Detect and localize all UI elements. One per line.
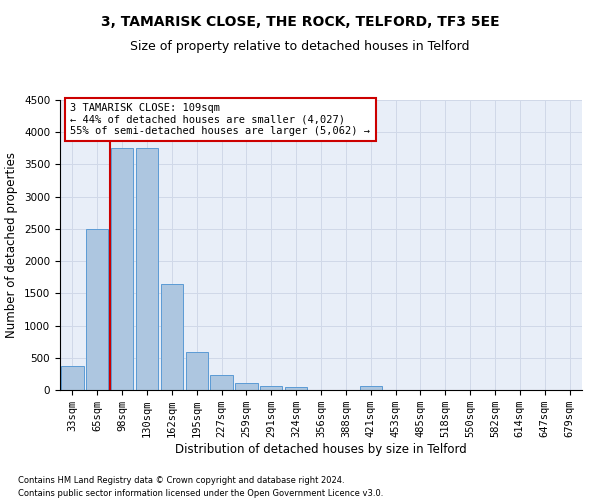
Text: Contains HM Land Registry data © Crown copyright and database right 2024.: Contains HM Land Registry data © Crown c… <box>18 476 344 485</box>
Bar <box>285 388 307 390</box>
Bar <box>359 386 382 390</box>
Bar <box>235 383 257 390</box>
Bar <box>136 148 158 390</box>
Text: 3 TAMARISK CLOSE: 109sqm
← 44% of detached houses are smaller (4,027)
55% of sem: 3 TAMARISK CLOSE: 109sqm ← 44% of detach… <box>70 103 370 136</box>
Bar <box>260 386 283 390</box>
Bar <box>211 375 233 390</box>
X-axis label: Distribution of detached houses by size in Telford: Distribution of detached houses by size … <box>175 443 467 456</box>
Bar <box>185 352 208 390</box>
Y-axis label: Number of detached properties: Number of detached properties <box>5 152 19 338</box>
Bar <box>161 284 183 390</box>
Bar <box>86 229 109 390</box>
Bar <box>61 366 83 390</box>
Text: 3, TAMARISK CLOSE, THE ROCK, TELFORD, TF3 5EE: 3, TAMARISK CLOSE, THE ROCK, TELFORD, TF… <box>101 15 499 29</box>
Text: Contains public sector information licensed under the Open Government Licence v3: Contains public sector information licen… <box>18 488 383 498</box>
Text: Size of property relative to detached houses in Telford: Size of property relative to detached ho… <box>130 40 470 53</box>
Bar <box>111 148 133 390</box>
